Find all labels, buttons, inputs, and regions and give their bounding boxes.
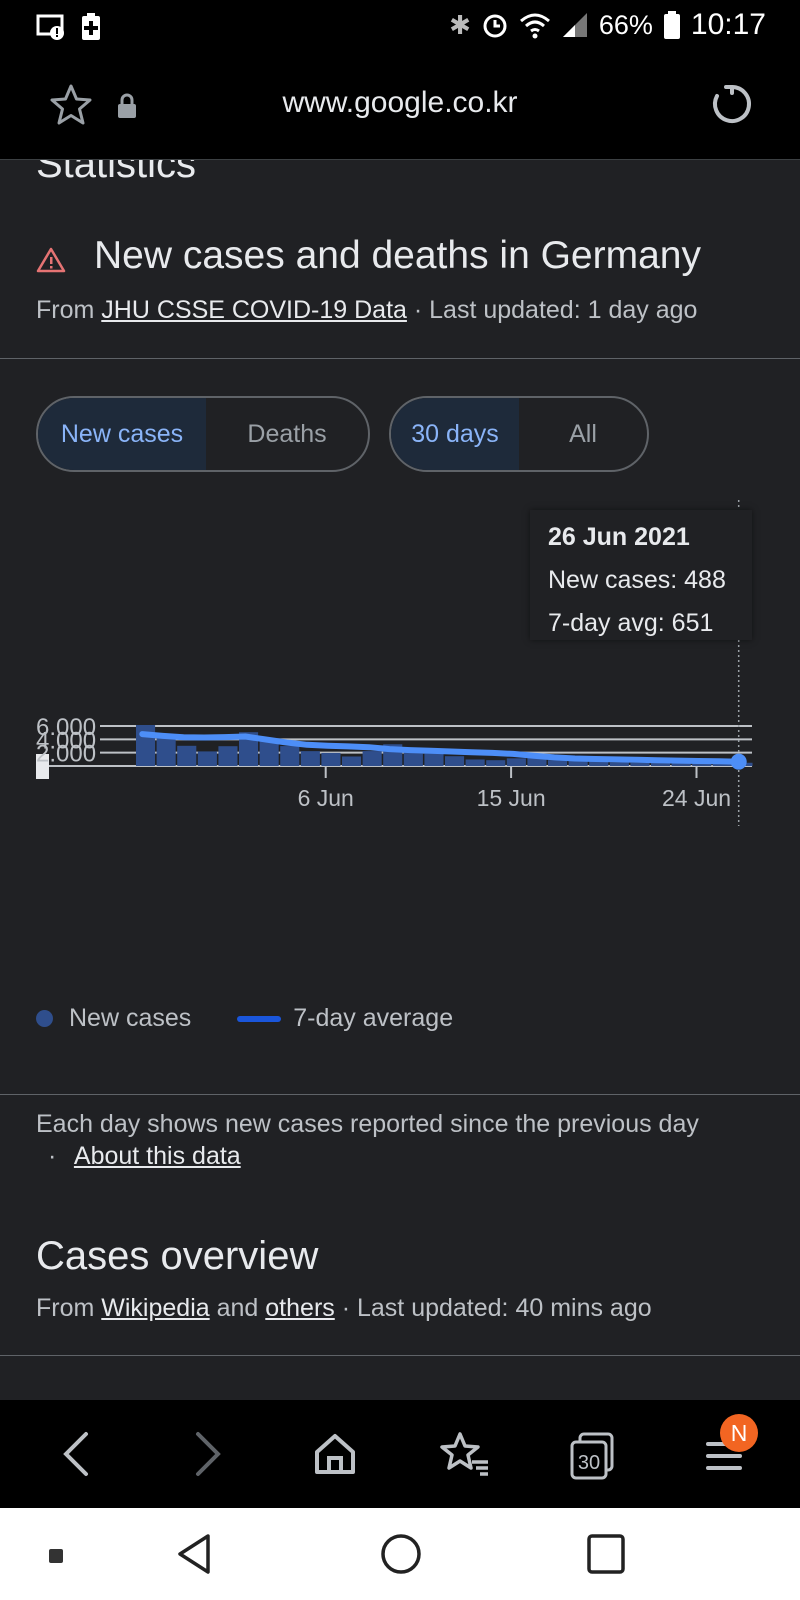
bar — [259, 741, 279, 766]
nav-back-icon[interactable] — [174, 1532, 214, 1576]
page-content: Statistics New cases and deaths in Germa… — [0, 160, 800, 1400]
divider — [0, 1355, 800, 1356]
bar — [568, 759, 588, 766]
menu-badge: N — [720, 1414, 758, 1452]
range-toggle: 30 days All — [389, 396, 649, 472]
bar — [486, 760, 506, 766]
cast-warning-icon — [36, 14, 64, 40]
bookmarks-icon[interactable] — [440, 1426, 490, 1482]
note-sep: · — [48, 1142, 57, 1170]
source-prefix: From — [36, 296, 95, 324]
battery-icon — [663, 11, 680, 39]
overview-source: From Wikipedia and others · Last updated… — [36, 1294, 652, 1323]
chart-tooltip: 26 Jun 2021 New cases: 488 7-day avg: 65… — [530, 510, 752, 640]
bar — [506, 758, 526, 766]
bar — [362, 751, 382, 766]
bar — [280, 746, 300, 766]
bar — [136, 725, 156, 766]
reload-icon[interactable] — [710, 82, 754, 126]
bar — [424, 751, 444, 766]
toggle-30-days[interactable]: 30 days — [391, 398, 519, 470]
metric-toggle: New cases Deaths — [36, 396, 370, 472]
tabs-icon[interactable]: 30 — [568, 1426, 618, 1482]
x-tick-label: 24 Jun — [662, 785, 731, 811]
nav-home-icon[interactable] — [379, 1532, 423, 1576]
battery-health-icon — [82, 13, 100, 40]
divider — [0, 358, 800, 359]
bar — [445, 756, 465, 766]
bar — [197, 751, 217, 766]
divider — [0, 1094, 800, 1095]
browser-toolbar: 30 N — [0, 1400, 800, 1508]
bar — [465, 759, 485, 766]
toggle-deaths[interactable]: Deaths — [247, 419, 327, 448]
warning-icon — [36, 247, 66, 273]
legend-line-swatch — [237, 1015, 282, 1022]
bar — [156, 736, 176, 766]
bar — [527, 756, 547, 766]
bar — [300, 751, 320, 766]
wifi-icon — [519, 13, 550, 39]
nav-recents-icon[interactable] — [586, 1532, 626, 1576]
overview-prefix: From — [36, 1294, 95, 1322]
x-tick-label: 6 Jun — [298, 785, 354, 811]
data-note: Each day shows new cases reported since … — [36, 1108, 736, 1172]
bar — [177, 745, 197, 766]
tabs-count: 30 — [578, 1452, 600, 1474]
system-nav-bar — [0, 1508, 800, 1600]
y-zero-box — [36, 754, 49, 779]
clock: 10:17 — [690, 8, 766, 41]
bar — [218, 746, 238, 766]
bookmark-star-icon[interactable] — [48, 82, 94, 128]
y-tick-label: 6.000 — [36, 714, 96, 741]
about-data-link[interactable]: About this data — [73, 1142, 241, 1170]
bar — [630, 762, 650, 766]
legend-new-cases: New cases — [69, 1004, 192, 1032]
overview-and: and — [216, 1294, 259, 1322]
overview-suffix: · Last updated: 40 mins ago — [341, 1294, 652, 1322]
toggle-new-cases[interactable]: New cases — [38, 398, 206, 470]
tooltip-date: 26 Jun 2021 — [548, 523, 690, 551]
wikipedia-link[interactable]: Wikipedia — [101, 1294, 210, 1322]
section-heading: Statistics — [36, 160, 197, 186]
bar — [692, 762, 712, 766]
forward-icon[interactable] — [188, 1426, 228, 1482]
url-bar: www.google.co.kr — [0, 56, 800, 160]
others-link[interactable]: others — [265, 1294, 335, 1322]
bar — [589, 759, 609, 766]
status-bar: ✱ 66% 10:17 — [0, 0, 800, 56]
card-title: New cases and deaths in Germany — [94, 234, 701, 277]
note-text: Each day shows new cases reported since … — [36, 1110, 699, 1138]
signal-icon — [562, 13, 587, 37]
bar — [342, 756, 362, 766]
y-tick-label: 4.000 — [36, 727, 96, 754]
card-source: From JHU CSSE COVID-19 Data · Last updat… — [36, 296, 697, 325]
cases-overview-title: Cases overview — [36, 1234, 319, 1278]
y-tick-label: 2.000 — [36, 741, 96, 768]
square-dot-icon — [49, 1549, 63, 1563]
url-text[interactable]: www.google.co.kr — [282, 86, 518, 119]
bar — [651, 761, 671, 766]
tooltip-avg: 7-day avg: 651 — [548, 609, 714, 637]
battery-percent: 66% — [598, 9, 653, 40]
lock-icon[interactable] — [116, 92, 138, 120]
alarm-icon — [483, 14, 507, 38]
source-link[interactable]: JHU CSSE COVID-19 Data — [101, 296, 407, 324]
toggle-all[interactable]: All — [569, 419, 597, 448]
bar — [321, 752, 341, 766]
home-icon[interactable] — [312, 1426, 358, 1482]
bar — [609, 762, 629, 766]
chart-legend: New cases 7-day average — [36, 1004, 453, 1033]
bluetooth-icon: ✱ — [449, 9, 471, 40]
tooltip-new-cases: New cases: 488 — [548, 566, 726, 594]
source-suffix: · Last updated: 1 day ago — [413, 296, 698, 324]
average-line — [139, 731, 743, 765]
legend-average: 7-day average — [293, 1004, 454, 1032]
highlight-point — [730, 753, 747, 770]
bar — [548, 760, 568, 766]
legend-bar-swatch — [36, 1010, 53, 1027]
back-icon[interactable] — [56, 1426, 96, 1482]
x-tick-label: 15 Jun — [477, 785, 546, 811]
